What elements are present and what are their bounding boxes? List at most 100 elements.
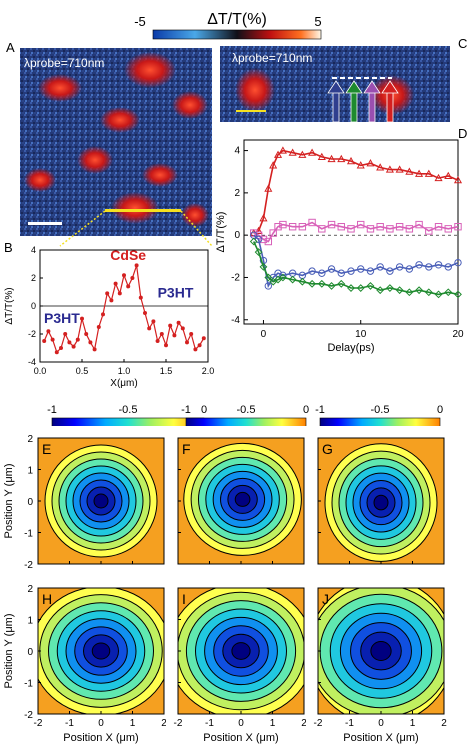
panel-label-f: F bbox=[182, 441, 191, 457]
chart-d-point bbox=[424, 169, 433, 177]
contour-ytick-label: 0 bbox=[27, 647, 33, 658]
contour-level-8 bbox=[231, 642, 251, 660]
contour-panel-i: -2 -1 0 1 2 Position X (μm) I bbox=[166, 576, 316, 744]
chart-d-point bbox=[405, 167, 414, 175]
chart-d-point bbox=[415, 261, 423, 269]
chart-d-point bbox=[424, 288, 433, 297]
chart-d-point bbox=[264, 273, 273, 282]
contour-xtick-label: -1 bbox=[205, 718, 214, 729]
chart-d-point bbox=[357, 265, 365, 273]
arrow-head-1 bbox=[327, 80, 345, 94]
contour-panel-f: F bbox=[166, 426, 316, 576]
chart-d-fit-line-1 bbox=[253, 149, 459, 234]
chart-d-point bbox=[308, 279, 316, 288]
chart-b-xlabel: X(μm) bbox=[110, 378, 137, 389]
chart-d-xtick-label: 10 bbox=[355, 329, 367, 340]
arrow-head-2 bbox=[345, 80, 363, 94]
panel-c-probe-text: λprobe=710nm bbox=[232, 51, 312, 65]
chart-d-point bbox=[434, 223, 443, 231]
chart-d-point bbox=[337, 223, 345, 231]
contour-ytick-label: 2 bbox=[27, 584, 33, 595]
contour-xtick-label: -2 bbox=[34, 718, 43, 729]
panel-c: C λprobe=710nm bbox=[220, 36, 467, 123]
chart-b-point bbox=[201, 336, 206, 341]
chart-b-point bbox=[92, 347, 97, 352]
contour-ytick-label: 1 bbox=[27, 466, 33, 477]
arrow-head-4 bbox=[381, 80, 399, 94]
chart-d-point bbox=[444, 225, 452, 233]
chart-d-point bbox=[444, 171, 453, 180]
chart-b-point bbox=[185, 340, 189, 345]
colorbar-tick-label: -0.5 bbox=[119, 404, 138, 416]
colorbar-tick-label: 0 bbox=[201, 404, 207, 416]
chart-d-fit-line-4 bbox=[252, 241, 459, 296]
contour-panel-j: -2 -1 0 1 2 Position X (μm) J bbox=[306, 576, 456, 744]
contour-xtick-label: 1 bbox=[270, 718, 276, 729]
chart-d-point bbox=[259, 262, 268, 271]
chart-b-point bbox=[117, 291, 122, 296]
contour-xtick-label: 0 bbox=[378, 718, 384, 729]
chart-b-annotation-p3ht-left: P3HT bbox=[44, 310, 80, 326]
colorbar-tick-label: -1 bbox=[181, 404, 191, 416]
chart-b-point bbox=[176, 320, 181, 325]
chart-d-point bbox=[395, 263, 404, 271]
chart-d-point bbox=[434, 261, 443, 269]
chart-b-point bbox=[80, 316, 84, 321]
chart-d-point bbox=[356, 161, 365, 169]
chart-d-point bbox=[308, 218, 316, 227]
chart-d-fit-line-3 bbox=[253, 234, 459, 289]
chart-d-point bbox=[347, 267, 355, 275]
chart-b-point bbox=[113, 281, 118, 286]
chart-d-point bbox=[386, 267, 394, 275]
panel-b: B 0.0 0.5 1.0 1.5 2.0 -4 -2 0 2 4 X(μm) ΔT/T(%) CdSe… bbox=[4, 240, 214, 389]
chart-d-point bbox=[308, 148, 317, 156]
chart-d-point bbox=[318, 225, 326, 233]
contour-xlabel: Position X (μm) bbox=[63, 732, 138, 744]
chart-d-point bbox=[327, 265, 336, 273]
contour-mask-bottom bbox=[306, 564, 456, 576]
contour-xtick-label: 2 bbox=[441, 718, 447, 729]
chart-d-point bbox=[453, 175, 463, 184]
chart-d-point bbox=[298, 277, 307, 286]
chart-d-point bbox=[279, 273, 287, 282]
chart-d-point bbox=[288, 275, 297, 284]
panel-label-b: B bbox=[4, 240, 13, 255]
chart-d-point bbox=[269, 229, 277, 237]
chart-d-point bbox=[434, 173, 443, 182]
chart-d-point bbox=[425, 227, 433, 235]
chart-d-point bbox=[259, 235, 268, 244]
contour-xlabel: Position X (μm) bbox=[343, 732, 418, 744]
chart-b-point bbox=[126, 284, 131, 289]
chart-d-point bbox=[444, 288, 453, 297]
contour-panel-g: G bbox=[306, 426, 456, 576]
contour-xtick-label: 2 bbox=[161, 718, 167, 729]
contour-mask-top bbox=[306, 576, 456, 588]
arrow-head-3 bbox=[363, 80, 381, 94]
chart-d-point bbox=[274, 223, 282, 231]
chart-b-xtick-label: 1.5 bbox=[160, 366, 173, 376]
chart-b-point bbox=[122, 273, 126, 278]
contour-panel-e: -2 -1 0 1 2 Position Y (μm) E bbox=[3, 426, 176, 576]
contour-ytick-label: 1 bbox=[27, 616, 33, 627]
contour-mask-bottom bbox=[166, 564, 316, 576]
contour-mask-top bbox=[306, 426, 456, 438]
chart-b-point bbox=[67, 340, 72, 345]
contour-mask-top bbox=[166, 426, 316, 438]
chart-b-point bbox=[164, 343, 168, 348]
chart-d-point bbox=[376, 286, 385, 295]
chart-d-point bbox=[308, 267, 316, 275]
contour-ytick-label: 2 bbox=[27, 434, 33, 445]
contour-level-8 bbox=[234, 491, 251, 507]
chart-b-xtick-label: 0.5 bbox=[76, 366, 89, 376]
chart-d-point bbox=[376, 163, 385, 171]
contour-ylabel: Position Y (μm) bbox=[3, 613, 15, 688]
chart-b-ytick-label: 2 bbox=[31, 273, 36, 283]
chart-d-point bbox=[259, 214, 268, 222]
chart-b-point bbox=[109, 298, 114, 303]
chart-b-annotation-cdse: CdSe bbox=[110, 247, 146, 263]
chart-b-point bbox=[59, 346, 63, 350]
contour-maps: -2 -1 0 1 2 Position Y (μm) E F G -2 -1 0 1 2 Position… bbox=[3, 426, 456, 744]
chart-b-point bbox=[138, 295, 143, 300]
panel-label-c: C bbox=[458, 36, 467, 51]
chart-b-point bbox=[50, 337, 55, 342]
